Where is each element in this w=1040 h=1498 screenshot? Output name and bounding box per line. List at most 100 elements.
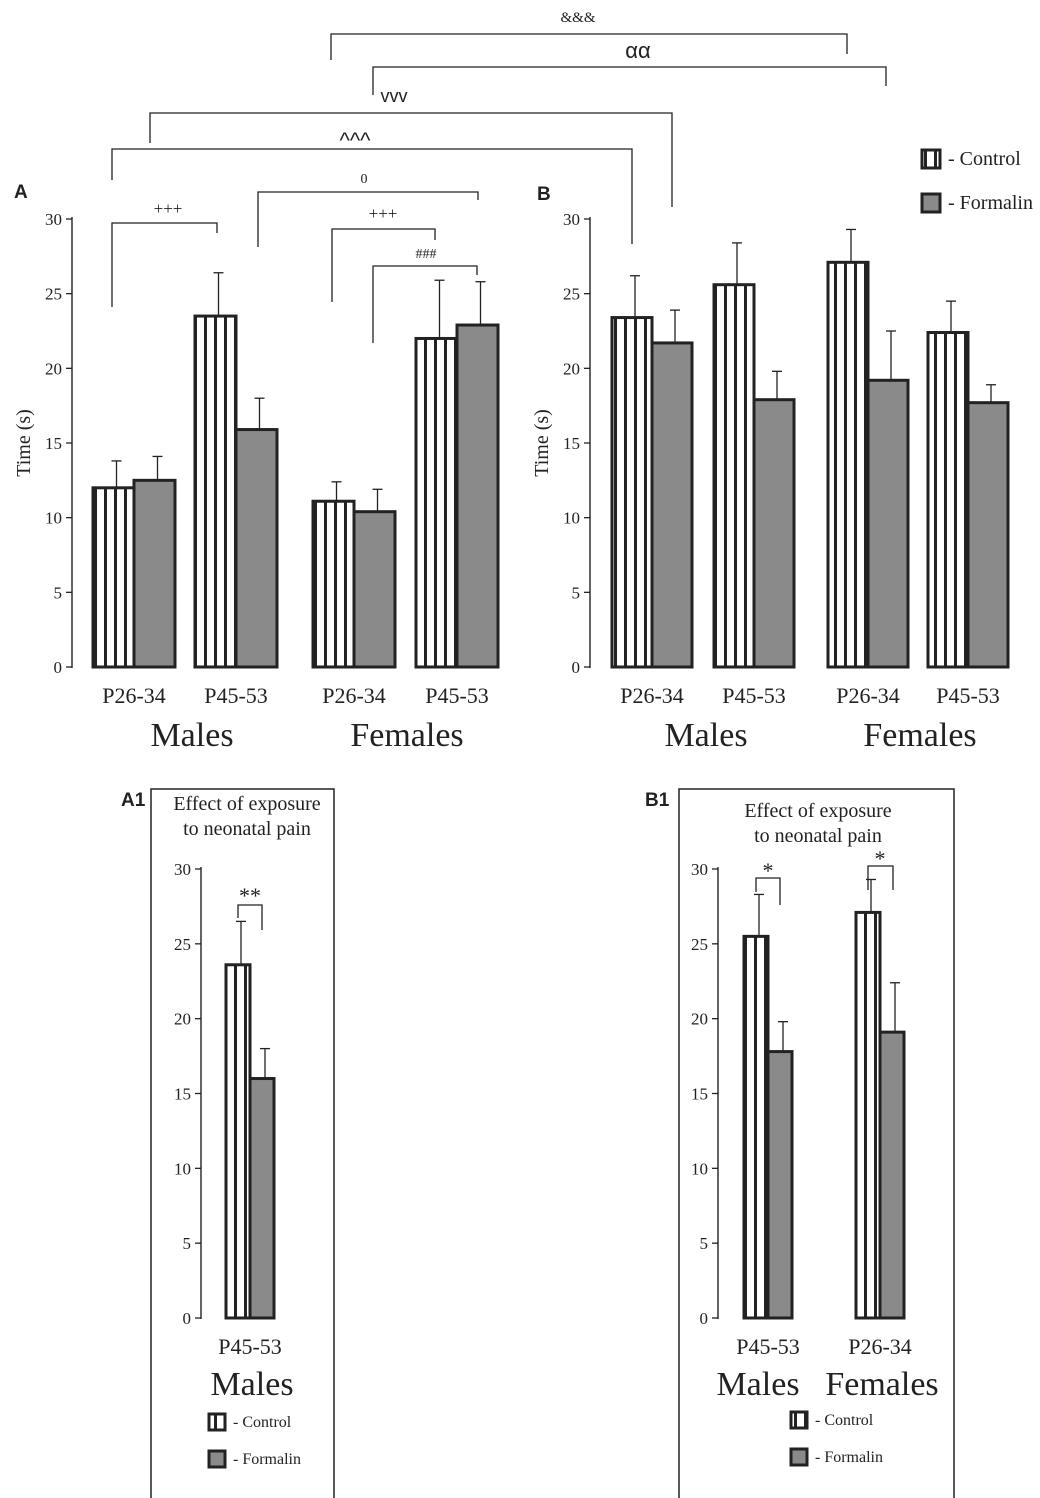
a1-y-tick-label: 25	[174, 935, 191, 954]
bracket-zero	[257, 191, 479, 247]
a-category-label: P45-53	[204, 683, 268, 708]
b-y-tick-label: 5	[572, 583, 581, 602]
a1-legend-control-label: - Control	[233, 1414, 292, 1431]
a-bar-formalin	[352, 510, 397, 669]
a1-title-line: Effect of exposure	[173, 793, 320, 815]
main-legend-formalin-label: - Formalin	[948, 192, 1033, 214]
a-y-axis-label: Time (s)	[13, 409, 35, 477]
b-bar-formalin	[966, 401, 1010, 669]
a-group-label: Males	[150, 717, 233, 754]
b-group-label: Males	[664, 717, 747, 754]
bracket-plus-a	[111, 222, 218, 307]
a-y-tick-label: 0	[54, 658, 63, 677]
a1-title-line: to neonatal pain	[183, 818, 311, 840]
sig-a1-star: **	[239, 883, 261, 908]
b1-legend-formalin-swatch	[789, 1447, 809, 1467]
a-bar-formalin	[132, 478, 177, 669]
b-panel-letter: B	[537, 184, 551, 205]
b-category-label: P45-53	[722, 683, 786, 708]
a-bar-formalin	[455, 323, 500, 669]
b1-y-tick-label: 5	[700, 1234, 709, 1253]
b1-y-tick-label: 30	[691, 860, 708, 879]
main-legend-formalin-swatch	[920, 192, 942, 214]
a-bar-control	[193, 314, 238, 669]
bracket-vvv	[149, 112, 673, 207]
b-category-label: P45-53	[936, 683, 1000, 708]
main-legend-control-swatch	[920, 148, 942, 170]
a-y-tick-label: 25	[45, 285, 62, 304]
a1-y-tick-label: 5	[183, 1234, 192, 1253]
b1-y-tick-label: 25	[691, 935, 708, 954]
main-legend-control-label: - Control	[948, 148, 1021, 170]
b1-legend-formalin-label: - Formalin	[815, 1449, 883, 1466]
b1-y-tick-label: 20	[691, 1010, 708, 1029]
b-bar-formalin	[866, 378, 910, 669]
a-category-label: P45-53	[425, 683, 489, 708]
b-y-tick-label: 0	[572, 658, 581, 677]
a-group-label: Females	[350, 717, 463, 754]
b-y-tick-label: 25	[563, 285, 580, 304]
bracket-hash	[372, 265, 478, 343]
sig-plus-b: +++	[369, 204, 398, 223]
b1-bar-control	[854, 910, 882, 1320]
b-category-label: P26-34	[836, 683, 900, 708]
b-bar-control	[610, 316, 654, 669]
b-y-tick-label: 30	[563, 210, 580, 229]
a1-legend-formalin-label: - Formalin	[233, 1451, 301, 1468]
b1-title-line: to neonatal pain	[754, 825, 882, 847]
a1-legend-control-swatch	[207, 1412, 227, 1432]
b1-legend-control-label: - Control	[815, 1412, 874, 1429]
sig-zero: 0	[361, 172, 368, 187]
a-bar-control	[414, 336, 459, 669]
axes	[66, 217, 955, 1498]
b1-category-label: P26-34	[848, 1334, 912, 1359]
a-bar-control	[311, 499, 356, 669]
b1-category-label: P45-53	[736, 1334, 800, 1359]
a-category-label: P26-34	[322, 683, 386, 708]
b-category-label: P26-34	[620, 683, 684, 708]
b-bar-control	[826, 260, 870, 669]
a1-category-label: P45-53	[218, 1334, 282, 1359]
sig-amp: &&&	[560, 10, 595, 26]
b1-frame	[678, 788, 955, 1498]
a-y-tick-label: 20	[45, 359, 62, 378]
b1-bar-control	[742, 934, 770, 1320]
b-y-tick-label: 15	[563, 434, 580, 453]
a-y-tick-label: 10	[45, 509, 62, 528]
b1-y-tick-label: 0	[700, 1309, 709, 1328]
b1-legend-control-swatch	[789, 1410, 809, 1430]
a1-bar-formalin	[248, 1077, 276, 1320]
a1-bar-control	[224, 963, 252, 1320]
a1-y-tick-label: 0	[183, 1309, 192, 1328]
a-panel-letter: A	[14, 182, 28, 203]
a1-panel-letter: A1	[121, 790, 146, 811]
text-labels: 0 5 10 15 20 25 30 Time (s) P26-34 P45-53 P26-34 P4…	[13, 10, 1033, 1468]
a1-y-tick-label: 20	[174, 1010, 191, 1029]
bracket-b1-males	[755, 877, 781, 905]
sig-b1-star-males: *	[763, 858, 774, 883]
b1-y-tick-label: 10	[691, 1159, 708, 1178]
bracket-plus-b	[331, 228, 436, 302]
a-y-tick-label: 30	[45, 210, 62, 229]
b-y-axis-label: Time (s)	[531, 409, 553, 477]
b-group-label: Females	[863, 717, 976, 754]
a1-y-tick-label: 30	[174, 860, 191, 879]
b1-group-label: Females	[825, 1366, 938, 1403]
significance-brackets	[111, 33, 894, 930]
a-bar-formalin	[234, 428, 279, 669]
b-y-tick-label: 20	[563, 359, 580, 378]
b-bar-control	[712, 283, 756, 669]
sig-caret: ^^^	[340, 128, 372, 153]
b1-group-label: Males	[716, 1366, 799, 1403]
sig-vvv: vvv	[381, 86, 408, 106]
b-bar-control	[926, 330, 970, 669]
bars	[91, 148, 1010, 1469]
a-y-tick-label: 15	[45, 434, 62, 453]
a1-y-tick-label: 15	[174, 1085, 191, 1104]
a1-frame	[150, 788, 335, 1498]
b-y-tick-label: 10	[563, 509, 580, 528]
b1-panel-letter: B1	[645, 790, 670, 811]
a-bar-control	[91, 486, 136, 669]
bracket-a1	[237, 904, 263, 930]
